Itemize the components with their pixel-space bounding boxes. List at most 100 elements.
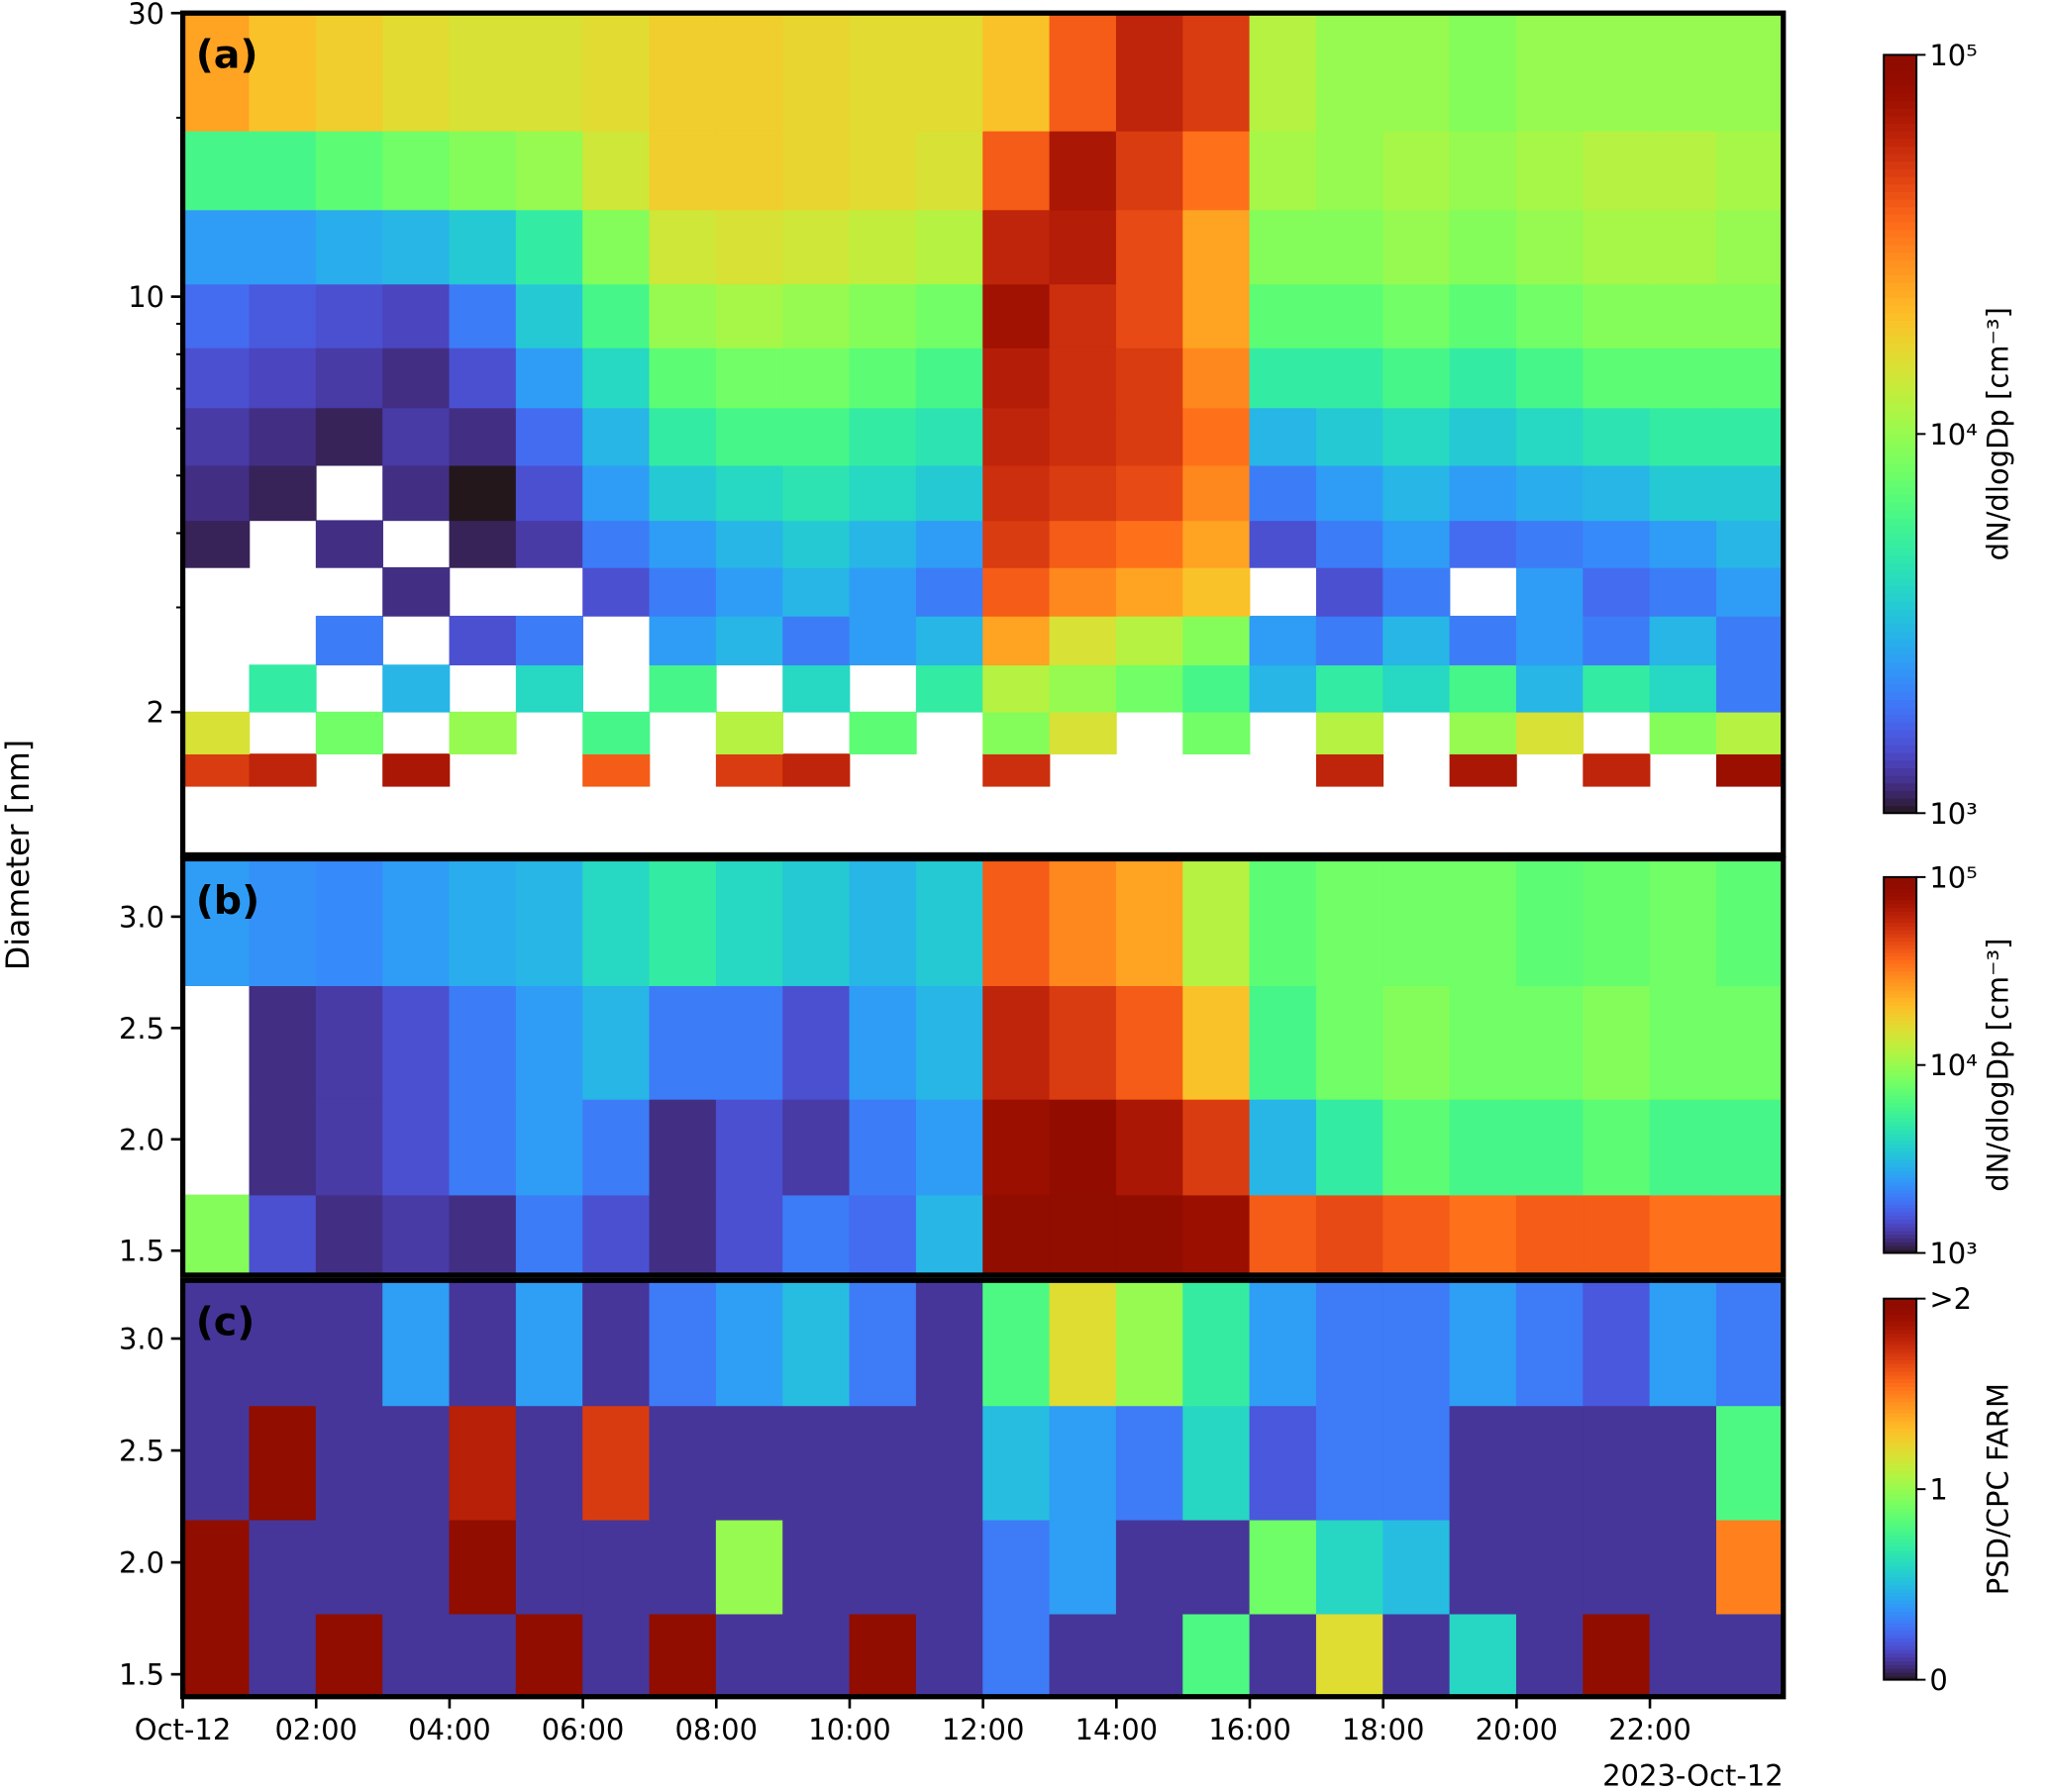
heatmap-cell [915,615,984,666]
heatmap-cell [649,664,717,713]
colorbar-step [1884,69,1917,79]
heatmap-cell [782,464,851,522]
colorbar-step [1884,1341,1917,1345]
heatmap-cell [382,1405,451,1521]
heatmap-cell [1315,1613,1384,1698]
heatmap-cell [715,283,784,348]
colorbar-step [1884,1405,1917,1410]
heatmap-cell [1382,1194,1451,1276]
heatmap-cell [249,1194,317,1276]
x-tick-label: 10:00 [808,1713,891,1746]
heatmap-cell [915,1519,984,1615]
heatmap-cell [1715,753,1785,787]
panel-label: (a) [196,33,258,78]
heatmap-cell [1249,664,1317,713]
colorbar-step [1884,1409,1917,1414]
colorbar-step [1884,1027,1917,1033]
heatmap-cell [1649,283,1717,348]
heatmap-cell [649,1279,717,1407]
colorbar-step [1884,426,1917,436]
heatmap-cell [982,615,1051,666]
heatmap-cell [249,1519,317,1615]
heatmap-cell [382,985,451,1100]
heatmap-cell [582,566,651,617]
heatmap-cell [982,1519,1051,1615]
heatmap-cell [849,1279,917,1407]
heatmap-cell [582,1519,651,1615]
heatmap-cell [1515,985,1585,1100]
heatmap-cell [1583,1194,1651,1276]
colorbar-step [1884,892,1917,897]
colorbar-step [1884,532,1917,542]
heatmap-cell [182,1194,251,1276]
colorbar-step [1884,479,1917,488]
colorbar-step [1884,494,1917,503]
colorbar-step [1884,926,1917,931]
heatmap-cell [1382,664,1451,713]
colorbar-step [1884,525,1917,534]
colorbar-step [1884,1248,1917,1254]
colorbar-step [1884,328,1917,337]
colorbar-step [1884,1516,1917,1521]
heatmap-cell [715,753,784,787]
heatmap-cell [1515,407,1585,466]
heatmap-cell [1583,858,1651,987]
heatmap-cell [1583,566,1651,617]
colorbar-step [1884,1215,1917,1221]
colorbar-tick-label: 10⁴ [1929,418,1978,451]
heatmap-cell [1115,1519,1184,1615]
heatmap-cell [1515,12,1585,132]
colorbar-step [1884,1106,1917,1111]
colorbar-step [1884,1664,1917,1669]
heatmap-cell [1182,209,1251,285]
colorbar-step [1884,221,1917,231]
heatmap-cell [1515,347,1585,409]
colorbar-step [1884,357,1917,367]
colorbar-step [1884,1079,1917,1085]
heatmap-cell [982,130,1051,211]
heatmap-cell [1515,283,1585,348]
heatmap-cell [782,283,851,348]
heatmap-cell [1515,130,1585,211]
heatmap-cell [182,209,251,285]
colorbar-step [1884,730,1917,739]
colorbar-step [1884,1298,1917,1304]
heatmap-cell [1315,130,1384,211]
colorbar-step [1884,1432,1917,1437]
heatmap-cell [449,407,517,466]
heatmap-cell [1649,615,1717,666]
heatmap-cell [382,12,451,132]
heatmap-cell [849,1519,917,1615]
y-tick-label: 3.0 [119,1323,164,1356]
heatmap-cell [582,130,651,211]
heatmap-cells [182,1279,1785,1698]
heatmap-cell [1583,12,1651,132]
colorbar-step [1884,1454,1917,1460]
colorbar-step [1884,1615,1917,1620]
heatmap-cell [1315,858,1384,987]
heatmap-cell [1182,1098,1251,1196]
heatmap-cell [1049,407,1117,466]
heatmap-cell [649,1613,717,1698]
colorbar-label: dN/dlogDp [cm⁻³] [1981,307,2014,560]
colorbar-step [1884,774,1917,784]
x-offset-label: 2023-Oct-12 [1602,1758,1784,1792]
heatmap-cell [915,130,984,211]
heatmap-cell [982,464,1051,522]
heatmap-cell [782,520,851,568]
panel-frame [179,855,1787,1278]
heatmap-cell [1315,1194,1384,1276]
colorbar-step [1884,85,1917,94]
heatmap-cell [1449,407,1517,466]
colorbar-step [1884,1102,1917,1108]
heatmap-cell [1182,1613,1251,1698]
heatmap-cell [1182,711,1251,754]
colorbar-step [1884,1351,1917,1357]
colorbar-step [1884,668,1917,678]
colorbar-step [1884,471,1917,480]
heatmap-cell [715,566,784,617]
heatmap-cell [1583,1519,1651,1615]
heatmap-cell [849,1405,917,1521]
heatmap-cell [1583,664,1651,713]
heatmap-cell [1049,283,1117,348]
